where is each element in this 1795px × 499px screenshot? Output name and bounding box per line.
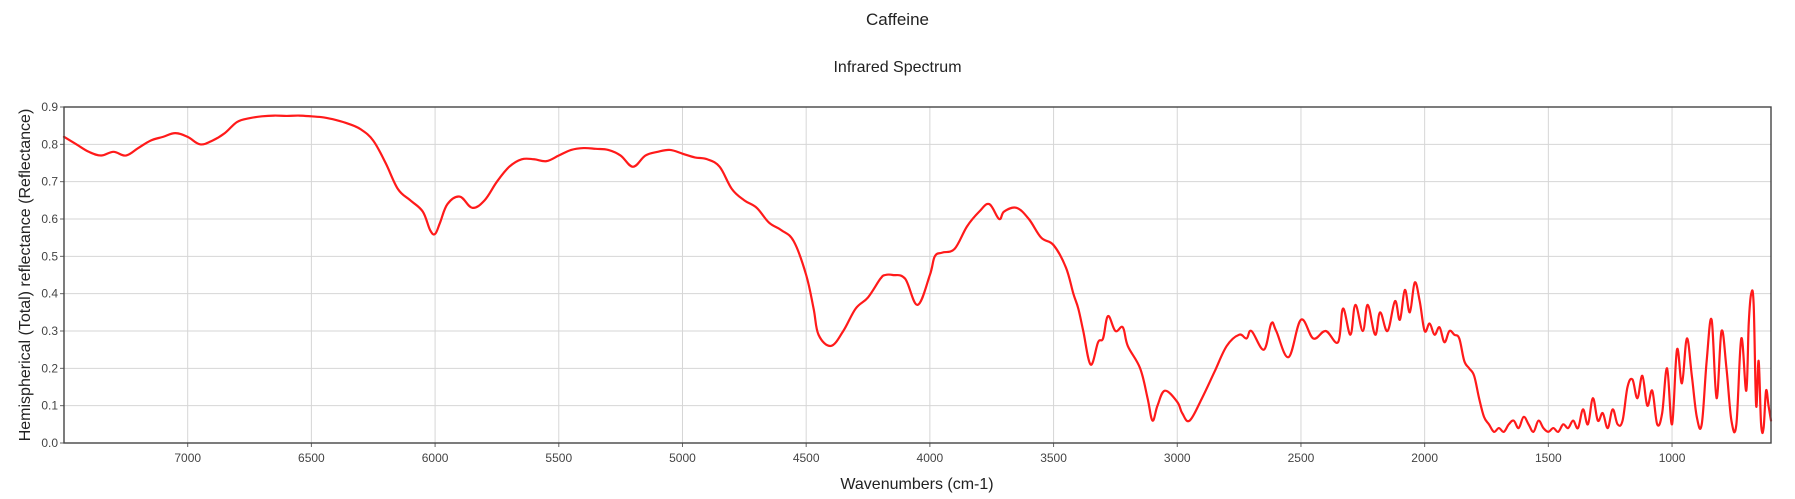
x-axis-label: Wavenumbers (cm-1) bbox=[840, 476, 993, 493]
plot-area-frame bbox=[63, 106, 1772, 444]
y-tick-label: 0.7 bbox=[41, 175, 58, 189]
x-tick-label: 7000 bbox=[174, 451, 201, 465]
y-axis-label: Hemispherical (Total) reflectance (Refle… bbox=[17, 109, 34, 442]
tick-layer: 0.0 0.1 0.2 0.3 0.4 0.5 0.6 0.7 0.8 0.9 7000 6500 60… bbox=[41, 100, 1685, 465]
x-tick-label: 2500 bbox=[1288, 451, 1315, 465]
x-tick-label: 5500 bbox=[545, 451, 572, 465]
x-tick-label: 6000 bbox=[422, 451, 449, 465]
y-tick-label: 0.0 bbox=[41, 436, 58, 450]
y-tick-label: 0.8 bbox=[41, 137, 58, 151]
y-tick-label: 0.9 bbox=[41, 100, 58, 114]
y-tick-label: 0.2 bbox=[41, 361, 58, 375]
y-tick-label: 0.3 bbox=[41, 324, 58, 338]
x-tick-label: 4000 bbox=[917, 451, 944, 465]
x-tick-label: 1500 bbox=[1535, 451, 1562, 465]
y-tick-label: 0.6 bbox=[41, 212, 58, 226]
x-tick-label: 3500 bbox=[1040, 451, 1067, 465]
chart-subtitle: Infrared Spectrum bbox=[833, 59, 961, 76]
y-tick-label: 0.5 bbox=[41, 249, 58, 263]
x-tick-label: 4500 bbox=[793, 451, 820, 465]
x-tick-label: 1000 bbox=[1659, 451, 1686, 465]
grid-layer bbox=[64, 106, 1771, 444]
x-tick-label: 5000 bbox=[669, 451, 696, 465]
y-tick-label: 0.4 bbox=[41, 287, 58, 301]
x-tick-label: 6500 bbox=[298, 451, 325, 465]
x-tick-label: 2000 bbox=[1411, 451, 1438, 465]
spectrum-series-line bbox=[62, 114, 1773, 435]
chart-title: Caffeine bbox=[866, 10, 929, 29]
x-tick-label: 3000 bbox=[1164, 451, 1191, 465]
y-tick-label: 0.1 bbox=[41, 399, 58, 413]
